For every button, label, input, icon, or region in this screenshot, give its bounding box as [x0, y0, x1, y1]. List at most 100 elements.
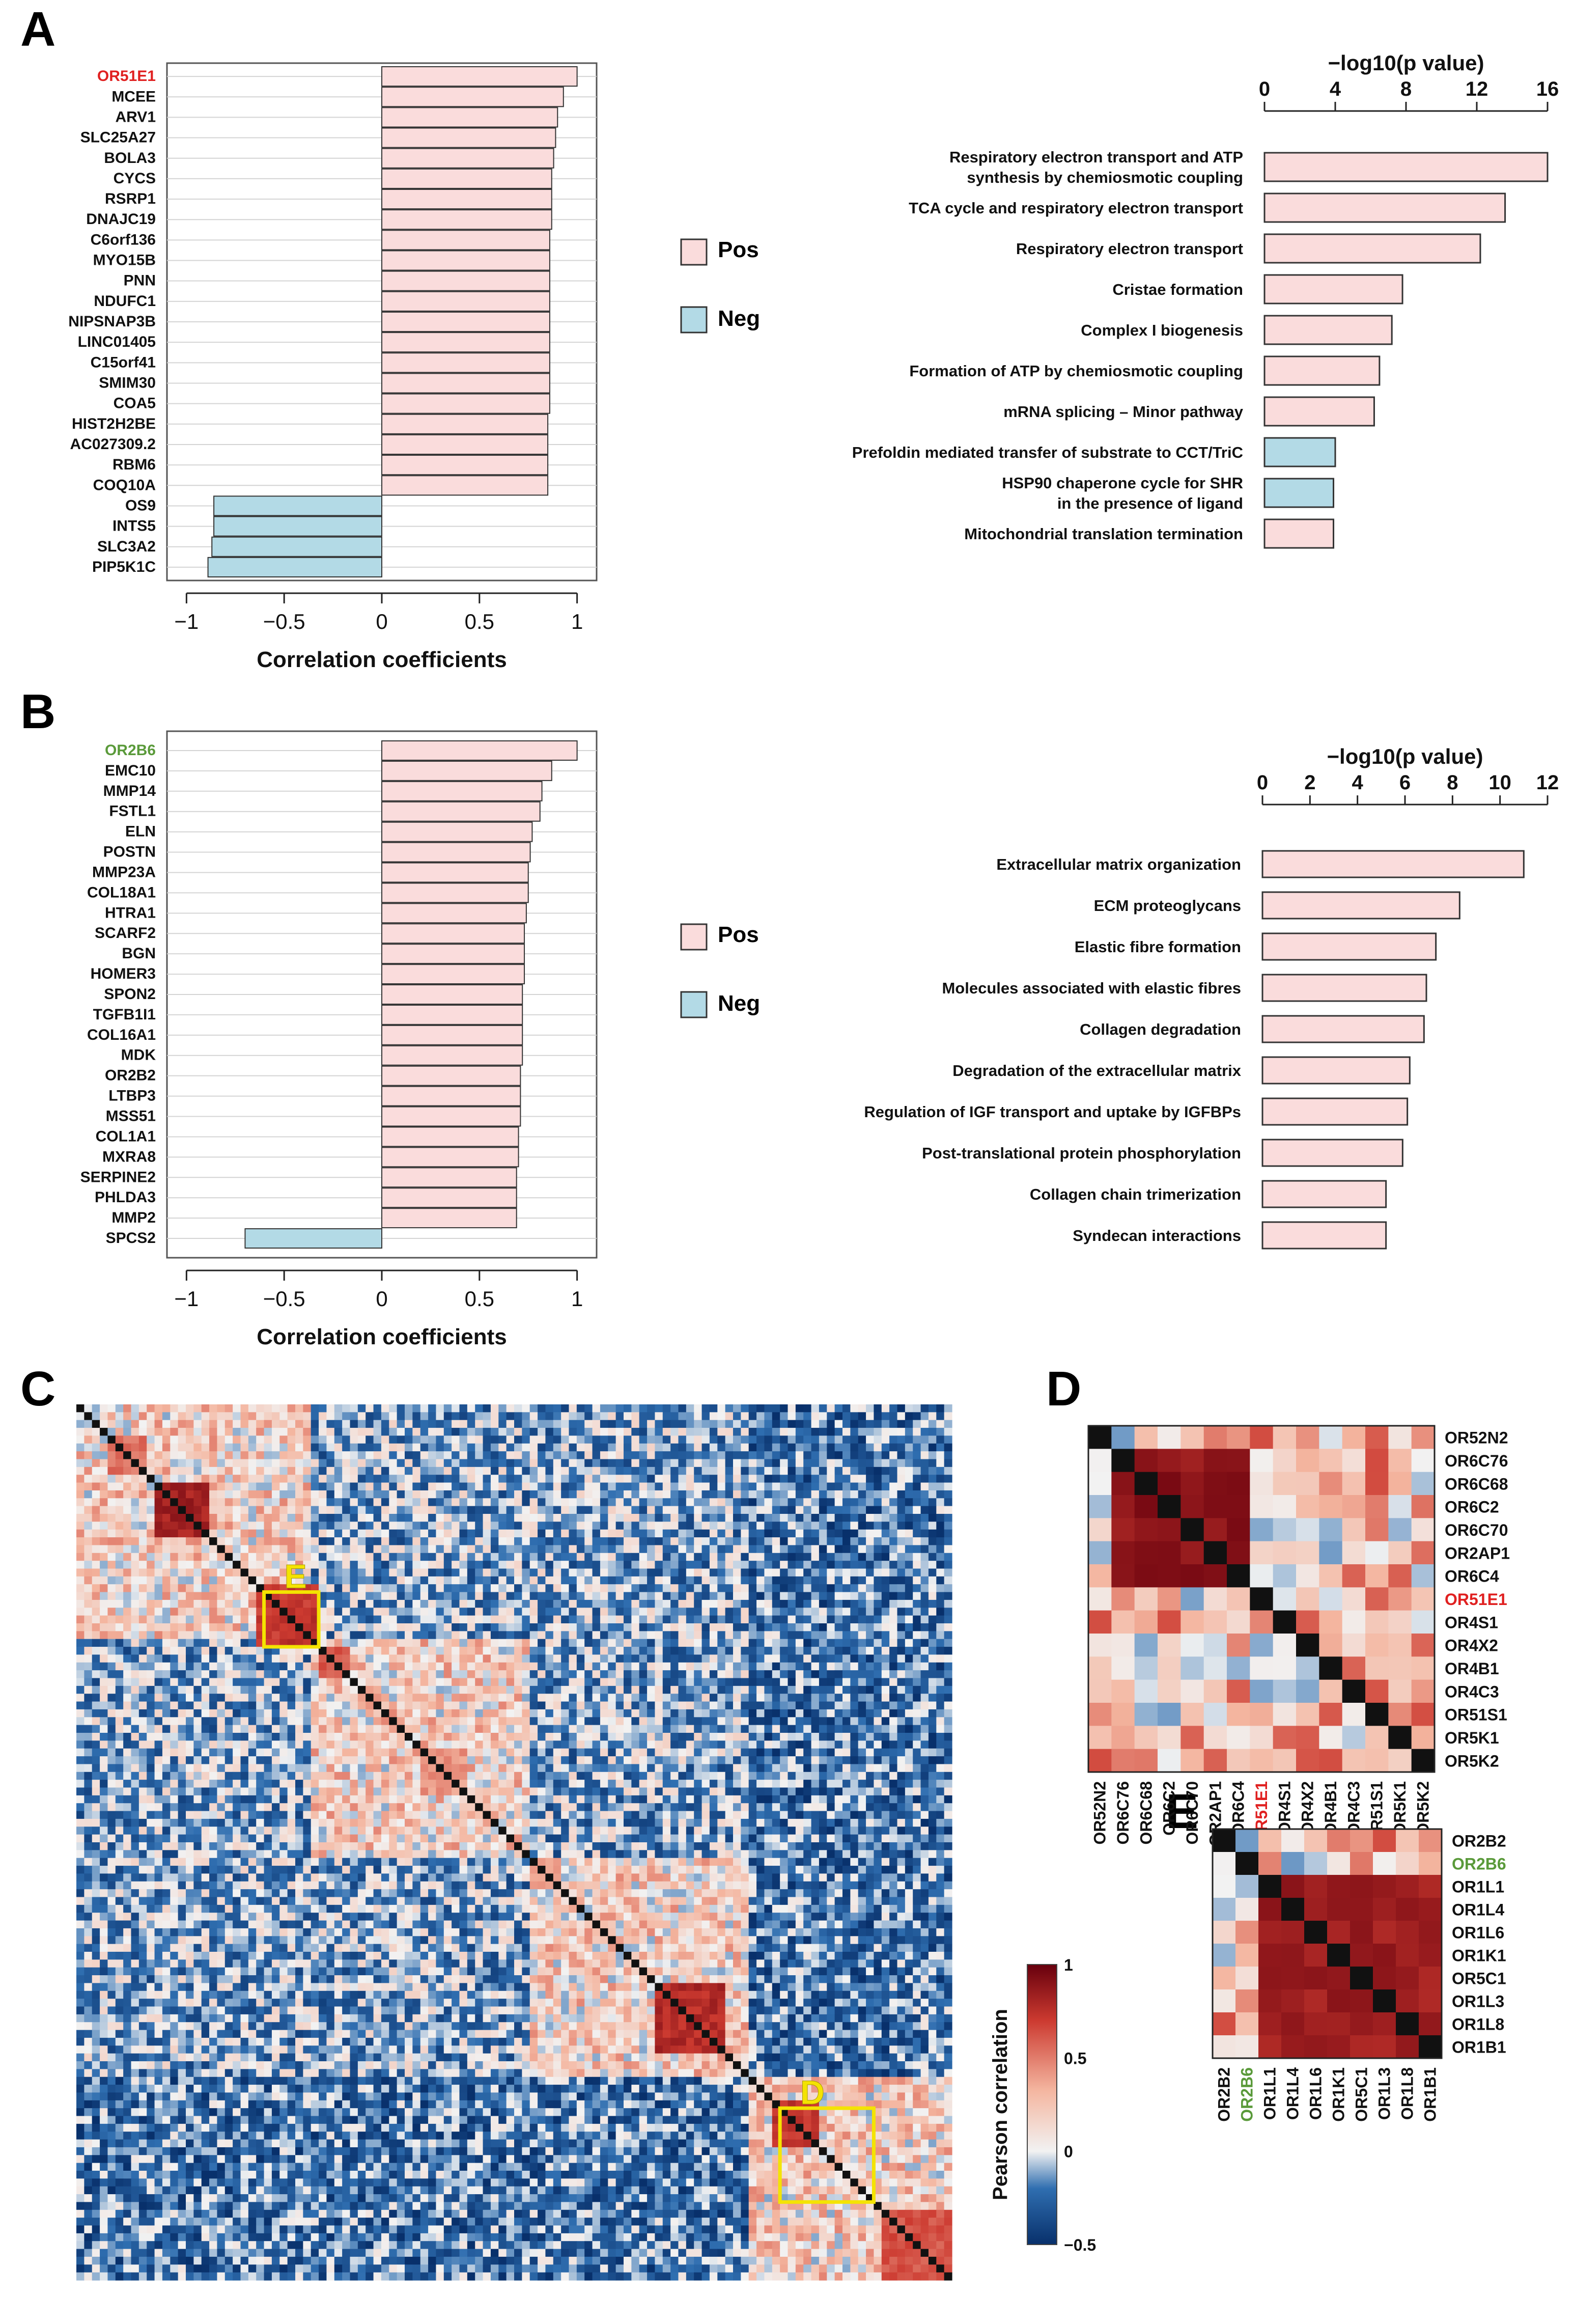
bar — [1261, 1221, 1387, 1250]
heatmap-cell — [655, 1701, 663, 1710]
heatmap-cell — [248, 1670, 257, 1679]
heatmap-cell — [115, 1647, 124, 1655]
heatmap-cell — [178, 1623, 186, 1631]
heatmap-cell — [920, 1459, 929, 1468]
heatmap-cell — [405, 1694, 413, 1702]
heatmap-cell — [881, 1443, 890, 1452]
heatmap-cell — [764, 1576, 773, 1585]
heatmap-cell — [600, 1592, 608, 1600]
heatmap-cell — [279, 1553, 288, 1561]
heatmap-cell — [608, 1521, 616, 1530]
heatmap-cell — [662, 1608, 671, 1616]
heatmap-cell — [107, 1662, 116, 1671]
heatmap-cell — [827, 1701, 835, 1710]
heatmap-cell — [772, 1545, 780, 1554]
heatmap-cell — [639, 1490, 648, 1499]
heatmap-cell — [389, 1467, 398, 1475]
heatmap-cell — [553, 1639, 561, 1647]
heatmap-cell — [678, 1615, 687, 1624]
gene-label: BGN — [122, 945, 156, 962]
heatmap-cell — [248, 1592, 257, 1600]
heatmap-cell — [303, 1529, 312, 1538]
heatmap-cell — [545, 1685, 554, 1694]
heatmap-cell — [107, 1420, 116, 1428]
bar — [381, 393, 550, 414]
heatmap-cell — [412, 1678, 421, 1686]
heatmap-cell — [100, 1670, 108, 1679]
heatmap-cell — [319, 1694, 327, 1702]
heatmap-cell — [357, 1553, 366, 1561]
heatmap-cell — [662, 1545, 671, 1554]
heatmap-cell — [420, 1529, 429, 1538]
heatmap-cell — [193, 1467, 202, 1475]
heatmap-cell — [138, 1482, 147, 1491]
heatmap-cell — [733, 1412, 741, 1421]
heatmap-cell — [624, 1514, 632, 1522]
heatmap-cell — [357, 1662, 366, 1671]
heatmap-cell — [443, 1685, 452, 1694]
heatmap-cell — [811, 1475, 820, 1483]
heatmap-cell — [123, 1608, 132, 1616]
heatmap-cell — [373, 1467, 382, 1475]
heatmap-cell — [138, 1694, 147, 1702]
heatmap-cell — [100, 1608, 108, 1616]
heatmap-cell — [600, 1647, 608, 1655]
bar — [381, 1167, 517, 1188]
heatmap-cell — [709, 1561, 718, 1569]
heatmap-cell — [498, 1521, 507, 1530]
heatmap-cell — [514, 1428, 522, 1436]
heatmap-cell — [881, 1451, 890, 1460]
heatmap-cell — [92, 1521, 100, 1530]
heatmap-cell — [655, 1608, 663, 1616]
heatmap-cell — [490, 1498, 499, 1507]
heatmap-cell — [538, 1639, 546, 1647]
heatmap-cell — [772, 1529, 780, 1538]
heatmap-cell — [76, 1467, 85, 1475]
heatmap-cell — [944, 1498, 952, 1507]
heatmap-cell — [764, 1553, 773, 1561]
bar — [381, 1025, 523, 1045]
heatmap-cell — [936, 1662, 945, 1671]
heatmap-cell — [639, 1654, 648, 1663]
heatmap-cell — [412, 1623, 421, 1631]
heatmap-cell — [490, 1521, 499, 1530]
heatmap-cell — [256, 1662, 265, 1671]
heatmap-cell — [123, 1733, 132, 1741]
heatmap-cell — [624, 1561, 632, 1569]
gene-label: MMP14 — [103, 783, 156, 799]
heatmap-cell — [459, 1568, 468, 1577]
heatmap-cell — [326, 1467, 335, 1475]
heatmap-cell — [561, 1639, 570, 1647]
heatmap-cell — [514, 1545, 522, 1554]
heatmap-cell — [576, 1545, 585, 1554]
heatmap-cell — [717, 1443, 726, 1452]
bar — [381, 127, 556, 148]
heatmap-cell — [701, 1451, 710, 1460]
heatmap-cell — [475, 1451, 484, 1460]
heatmap-cell — [131, 1639, 139, 1647]
heatmap-cell — [889, 1623, 898, 1631]
heatmap-cell — [741, 1404, 749, 1413]
gene-label: MXRA8 — [102, 1148, 156, 1165]
heatmap-cell — [115, 1725, 124, 1733]
heatmap-cell — [366, 1467, 374, 1475]
heatmap-cell — [490, 1514, 499, 1522]
heatmap-cell — [529, 1725, 538, 1733]
heatmap-cell — [115, 1514, 124, 1522]
heatmap-cell — [842, 1639, 851, 1647]
heatmap-cell — [287, 1615, 296, 1624]
heatmap-cell — [92, 1694, 100, 1702]
heatmap-cell — [147, 1428, 155, 1436]
heatmap-cell — [576, 1662, 585, 1671]
heatmap-cell — [240, 1428, 249, 1436]
heatmap-cell — [131, 1467, 139, 1475]
heatmap-cell — [115, 1584, 124, 1593]
heatmap-cell — [84, 1514, 93, 1522]
heatmap-cell — [576, 1521, 585, 1530]
heatmap-cell — [842, 1451, 851, 1460]
heatmap-cell — [529, 1506, 538, 1514]
heatmap-cell — [686, 1561, 694, 1569]
heatmap-cell — [538, 1561, 546, 1569]
heatmap-cell — [193, 1709, 202, 1718]
heatmap-cell — [475, 1678, 484, 1686]
